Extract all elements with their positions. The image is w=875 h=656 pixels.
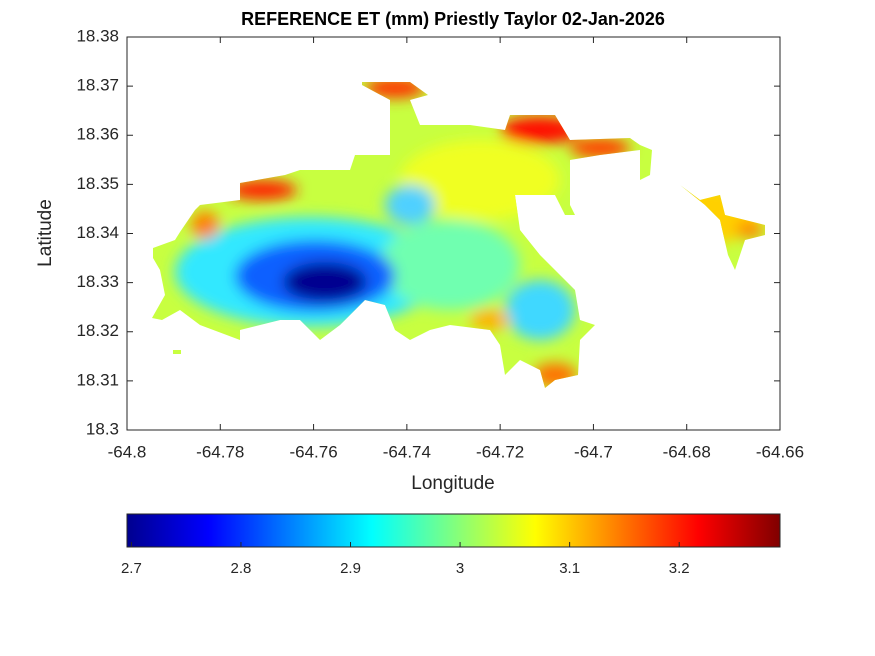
y-tick-label: 18.36	[76, 125, 119, 144]
y-tick-label: 18.37	[76, 76, 119, 95]
y-tick-label: 18.32	[76, 321, 119, 340]
x-tick-label: -64.76	[289, 442, 337, 461]
colorbar	[126, 513, 781, 548]
colorbar-tick-label: 3	[456, 560, 464, 577]
colorbar-tick-label: 3.2	[669, 560, 690, 577]
colorbar-tick-label: 2.9	[340, 560, 361, 577]
x-axis-label: Longitude	[411, 473, 494, 494]
y-tick-label: 18.35	[76, 174, 119, 193]
x-tick-label: -64.74	[383, 442, 431, 461]
colorbar-tick-label: 2.8	[231, 560, 252, 577]
x-tick-label: -64.68	[663, 442, 711, 461]
colorbar-tick-label: 2.7	[121, 560, 142, 577]
y-tick-label: 18.34	[76, 223, 119, 242]
colorbar-tick-label: 3.1	[559, 560, 580, 577]
y-axis-label: Latitude	[35, 199, 56, 267]
y-tick-label: 18.38	[76, 26, 119, 45]
y-tick-label: 18.31	[76, 370, 119, 389]
x-tick-label: -64.78	[196, 442, 244, 461]
y-tick-label: 18.33	[76, 272, 119, 291]
x-tick-label: -64.72	[476, 442, 524, 461]
x-tick-label: -64.66	[756, 442, 804, 461]
y-tick-label: 18.3	[86, 419, 119, 438]
chart-title: REFERENCE ET (mm) Priestly Taylor 02-Jan…	[241, 9, 665, 29]
x-tick-label: -64.8	[108, 442, 147, 461]
x-tick-label: -64.7	[574, 442, 613, 461]
